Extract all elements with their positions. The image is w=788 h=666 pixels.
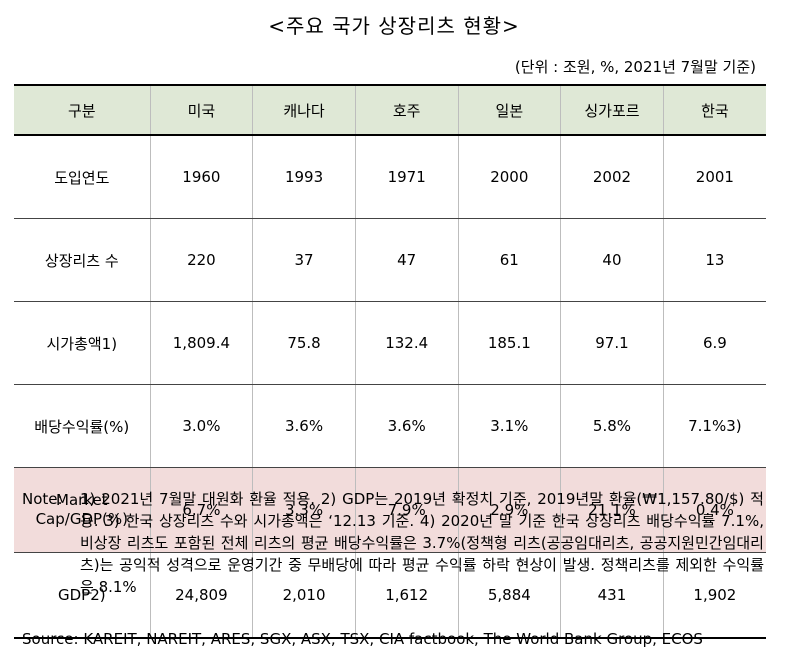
- table-cell: 1,612: [354, 552, 459, 639]
- table-cell: 40: [560, 218, 664, 302]
- table-cell: 3.3%: [252, 467, 356, 553]
- table-cell: 37: [252, 218, 356, 302]
- table-cell: 21.1%: [560, 467, 664, 553]
- header-cell: 한국: [662, 84, 766, 136]
- table-cell: 1,902: [662, 552, 766, 639]
- table-cell: 2001: [662, 135, 766, 219]
- table-cell: 3.1%: [457, 384, 562, 468]
- table-cell: 7.9%: [354, 467, 459, 553]
- header-cell: 캐나다: [252, 84, 356, 136]
- table-row: GDP2) 24,809 2,010 1,612 5,884 431 1,902: [14, 552, 766, 639]
- table-cell: 185.1: [457, 301, 562, 385]
- row-label: 배당수익률(%): [14, 384, 151, 468]
- table-cell: 61: [457, 218, 562, 302]
- header-cell: 일본: [457, 84, 562, 136]
- table-cell: 3.6%: [354, 384, 459, 468]
- unit-caption: (단위 : 조원, %, 2021년 7월말 기준): [514, 58, 756, 76]
- table-row-highlight: Market Cap/GDP(%) 6.7% 3.3% 7.9% 2.9% 21…: [14, 467, 766, 553]
- table-cell: 5,884: [457, 552, 562, 639]
- row-label-line: Cap/GDP(%): [35, 510, 128, 528]
- reits-table: 구분 미국 캐나다 호주 일본 싱가포르 한국 도입연도 1960 1993 1…: [14, 84, 766, 639]
- table-cell: 5.8%: [560, 384, 664, 468]
- header-cell: 구분: [14, 84, 151, 136]
- table-cell: 3.0%: [149, 384, 254, 468]
- table-row: 상장리츠 수 220 37 47 61 40 13: [14, 218, 766, 302]
- page-title: <주요 국가 상장리츠 현황>: [268, 14, 520, 38]
- table-header-row: 구분 미국 캐나다 호주 일본 싱가포르 한국: [14, 84, 766, 136]
- source-line: Source: KAREIT, NAREIT, ARES, SGX, ASX, …: [22, 630, 703, 648]
- row-label: 도입연도: [14, 135, 151, 219]
- table-cell: 6.7%: [149, 467, 254, 553]
- table-cell: 47: [354, 218, 459, 302]
- table-cell: 1971: [354, 135, 459, 219]
- table-cell: 24,809: [149, 552, 254, 639]
- table-cell: 2002: [560, 135, 664, 219]
- row-label: 시가총액1): [14, 301, 151, 385]
- table-cell: 13: [662, 218, 766, 302]
- table-cell: 75.8: [252, 301, 356, 385]
- table-cell: 97.1: [560, 301, 664, 385]
- table-cell: 1960: [149, 135, 254, 219]
- table-cell: 0.4%: [662, 467, 766, 553]
- table-cell: 2.9%: [457, 467, 562, 553]
- footnote-label: Note:: [22, 490, 63, 508]
- table-row: 도입연도 1960 1993 1971 2000 2002 2001: [14, 135, 766, 219]
- table-row: 배당수익률(%) 3.0% 3.6% 3.6% 3.1% 5.8% 7.1%3): [14, 384, 766, 468]
- table-cell: 2,010: [252, 552, 356, 639]
- table-cell: 2000: [457, 135, 562, 219]
- footnote: Note: 1) 2021년 7월말 대원화 환율 적용. 2) GDP는 20…: [22, 488, 764, 598]
- table-cell: 7.1%3): [662, 384, 766, 468]
- row-label-line: Market: [56, 491, 108, 509]
- table-cell: 3.6%: [252, 384, 356, 468]
- table-row: 시가총액1) 1,809.4 75.8 132.4 185.1 97.1 6.9: [14, 301, 766, 385]
- table-cell: 6.9: [662, 301, 766, 385]
- table-cell: 1,809.4: [149, 301, 254, 385]
- row-label: 상장리츠 수: [14, 218, 151, 302]
- row-label: Market Cap/GDP(%): [14, 467, 151, 553]
- table-cell: 1993: [252, 135, 356, 219]
- table-cell: 431: [560, 552, 664, 639]
- header-cell: 싱가포르: [560, 84, 664, 136]
- footnote-text: 1) 2021년 7월말 대원화 환율 적용. 2) GDP는 2019년 확정…: [80, 490, 764, 596]
- header-cell: 호주: [354, 84, 459, 136]
- row-label: GDP2): [14, 552, 151, 639]
- table-cell: 132.4: [354, 301, 459, 385]
- table-cell: 220: [149, 218, 254, 302]
- header-cell: 미국: [149, 84, 254, 136]
